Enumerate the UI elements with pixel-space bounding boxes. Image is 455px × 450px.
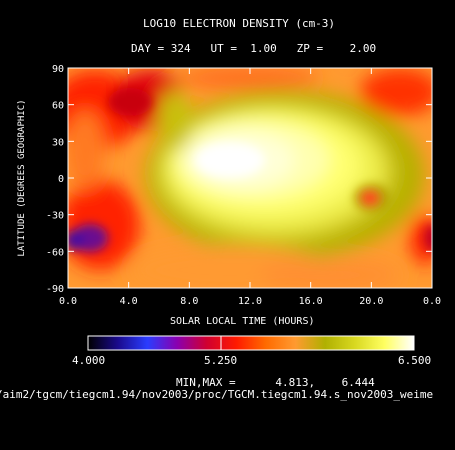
ut-value: 1.00 [250, 42, 277, 55]
max-value: 6.444 [341, 376, 375, 389]
x-tick-label: 4.0 [120, 296, 138, 307]
day-label: DAY = [131, 42, 165, 55]
y-tick-label: 0 [58, 174, 64, 185]
minmax-readout: MIN,MAX = 4.813, 6.444 [176, 377, 375, 389]
y-tick-label: 60 [52, 101, 64, 112]
day-value: 324 [170, 42, 191, 55]
x-tick-label: 8.0 [180, 296, 198, 307]
x-axis-label: SOLAR LOCAL TIME (HOURS) [170, 316, 315, 327]
heatmap-field [68, 68, 432, 288]
colorbar-max-label: 6.500 [398, 354, 432, 367]
y-tick-label: -30 [46, 211, 64, 222]
x-tick-label: 12.0 [238, 296, 262, 307]
x-axis-ticks: 0.0 4.0 8.0 12.0 16.0 20.0 0.0 [59, 68, 441, 307]
x-tick-label: 0.0 [59, 296, 77, 307]
colorbar-mid-label: 5.250 [204, 354, 238, 367]
min-value: 4.813, [275, 376, 316, 389]
chart-subtitle: DAY = 324 UT = 1.00 ZP = 2.00 [131, 43, 376, 55]
y-tick-label: -60 [46, 247, 64, 258]
ut-label: UT = [210, 42, 238, 55]
colorbar [87, 335, 415, 351]
zp-label: ZP = [296, 42, 324, 55]
minmax-label: MIN,MAX = [176, 376, 236, 389]
y-tick-label: 90 [52, 64, 64, 75]
x-tick-label: 0.0 [423, 296, 441, 307]
zp-value: 2.00 [349, 42, 377, 55]
y-axis-ticks: 90 60 30 0 -30 -60 -90 [46, 64, 432, 295]
y-tick-label: 30 [52, 137, 64, 148]
colorbar-min-label: 4.000 [72, 354, 106, 367]
x-tick-label: 20.0 [359, 296, 383, 307]
y-tick-label: -90 [46, 284, 64, 295]
chart-title: LOG10 ELECTRON DENSITY (cm-3) [143, 17, 336, 30]
file-path: /aim2/tgcm/tiegcm1.94/nov2003/proc/TGCM.… [0, 389, 434, 401]
x-tick-label: 16.0 [299, 296, 323, 307]
y-axis-label: LATITUDE (DEGREES GEOGRAPHIC) [17, 99, 27, 257]
